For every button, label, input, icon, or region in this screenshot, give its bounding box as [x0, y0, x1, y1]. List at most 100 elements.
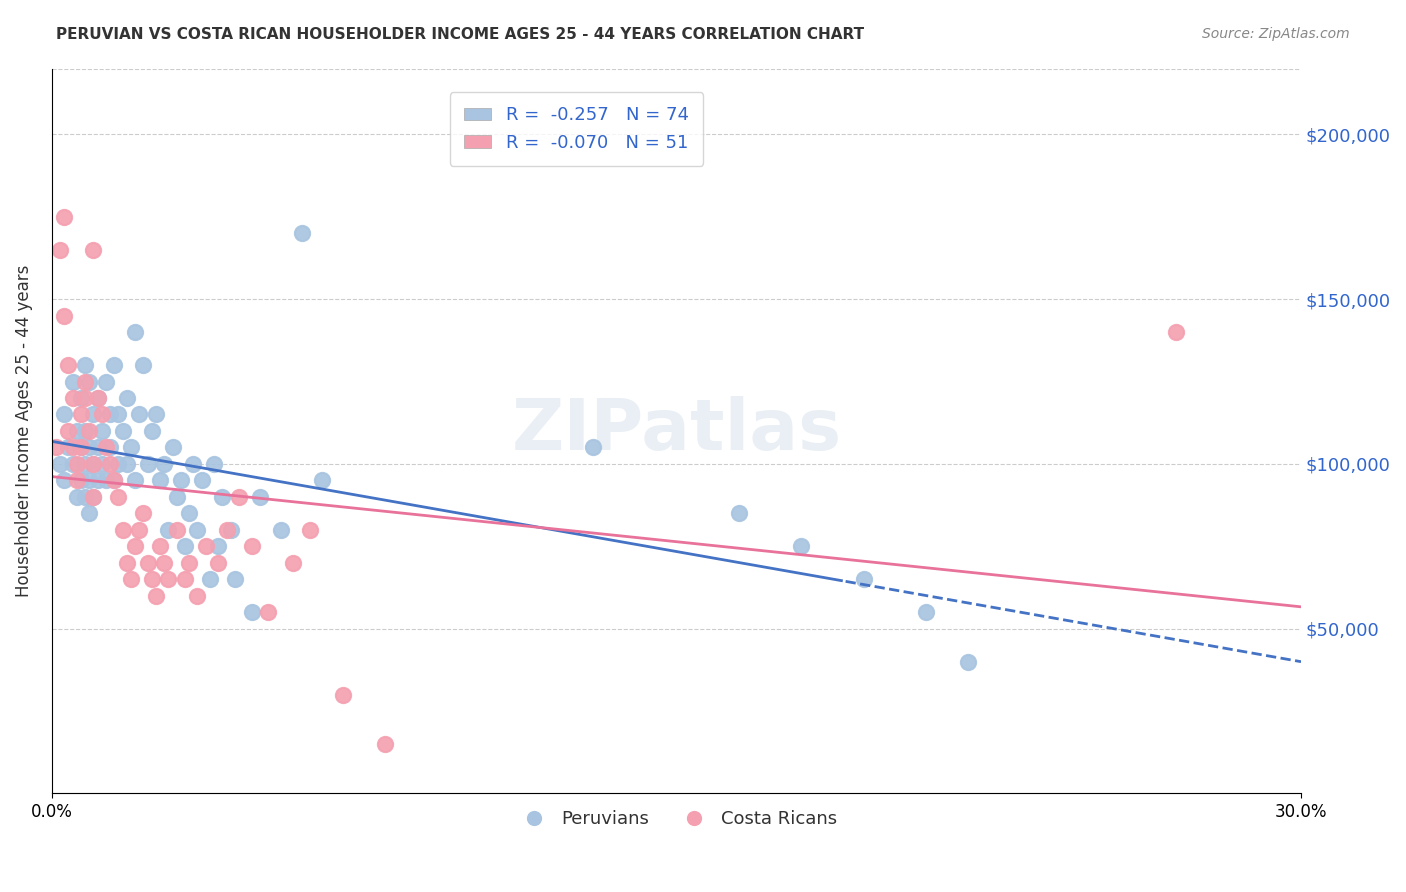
Legend: Peruvians, Costa Ricans: Peruvians, Costa Ricans [509, 803, 844, 835]
Point [298, 523, 321, 537]
Point [145, 408, 167, 422]
Point [120, 441, 142, 455]
Point [1164, 325, 1187, 339]
Point [77, 375, 100, 389]
Point [77, 441, 100, 455]
Point [790, 539, 813, 553]
Point [136, 556, 159, 570]
Point [58, 441, 80, 455]
Point [270, 523, 292, 537]
Point [90, 424, 112, 438]
Point [186, 589, 208, 603]
Point [311, 474, 333, 488]
Point [115, 457, 138, 471]
Point [240, 605, 263, 619]
Point [174, 539, 197, 553]
Point [75, 424, 97, 438]
Point [94, 441, 117, 455]
Point [115, 556, 138, 570]
Point [153, 457, 176, 471]
Point [90, 457, 112, 471]
Point [157, 523, 180, 537]
Point [170, 474, 193, 488]
Text: ZIPatlas: ZIPatlas [512, 396, 841, 466]
Point [49, 243, 72, 257]
Point [124, 325, 146, 339]
Point [115, 391, 138, 405]
Point [219, 523, 242, 537]
Point [194, 539, 217, 553]
Text: PERUVIAN VS COSTA RICAN HOUSEHOLDER INCOME AGES 25 - 44 YEARS CORRELATION CHART: PERUVIAN VS COSTA RICAN HOUSEHOLDER INCO… [56, 27, 865, 42]
Point [166, 490, 188, 504]
Point [45, 441, 67, 455]
Point [94, 474, 117, 488]
Point [128, 523, 150, 537]
Point [915, 605, 938, 619]
Point [157, 572, 180, 586]
Point [82, 490, 104, 504]
Point [120, 572, 142, 586]
Point [183, 457, 205, 471]
Point [186, 523, 208, 537]
Point [145, 589, 167, 603]
Point [956, 655, 979, 669]
Point [103, 474, 125, 488]
Point [852, 572, 875, 586]
Point [228, 490, 250, 504]
Point [70, 474, 93, 488]
Point [162, 441, 184, 455]
Point [82, 243, 104, 257]
Point [374, 737, 396, 751]
Point [198, 572, 221, 586]
Point [132, 358, 155, 372]
Point [82, 457, 104, 471]
Point [107, 490, 129, 504]
Point [124, 474, 146, 488]
Point [49, 457, 72, 471]
Point [211, 490, 233, 504]
Point [90, 408, 112, 422]
Point [58, 358, 80, 372]
Point [727, 506, 749, 520]
Point [103, 474, 125, 488]
Point [77, 506, 100, 520]
Point [207, 539, 229, 553]
Point [98, 457, 121, 471]
Point [166, 523, 188, 537]
Point [82, 457, 104, 471]
Point [257, 605, 280, 619]
Point [179, 556, 201, 570]
Point [53, 408, 76, 422]
Point [136, 457, 159, 471]
Point [66, 457, 89, 471]
Point [332, 688, 354, 702]
Point [249, 490, 271, 504]
Point [62, 391, 84, 405]
Point [98, 408, 121, 422]
Point [215, 523, 238, 537]
Point [70, 408, 93, 422]
Point [107, 408, 129, 422]
Point [53, 309, 76, 323]
Point [77, 474, 100, 488]
Point [62, 441, 84, 455]
Point [128, 408, 150, 422]
Point [62, 375, 84, 389]
Point [174, 572, 197, 586]
Y-axis label: Householder Income Ages 25 - 44 years: Householder Income Ages 25 - 44 years [15, 265, 32, 597]
Point [70, 441, 93, 455]
Point [291, 226, 314, 240]
Point [66, 490, 89, 504]
Point [53, 210, 76, 224]
Point [86, 441, 108, 455]
Point [202, 457, 225, 471]
Point [103, 358, 125, 372]
Point [111, 523, 134, 537]
Point [149, 539, 172, 553]
Point [283, 556, 305, 570]
Point [86, 391, 108, 405]
Point [224, 572, 246, 586]
Point [141, 572, 163, 586]
Point [75, 457, 97, 471]
Point [86, 391, 108, 405]
